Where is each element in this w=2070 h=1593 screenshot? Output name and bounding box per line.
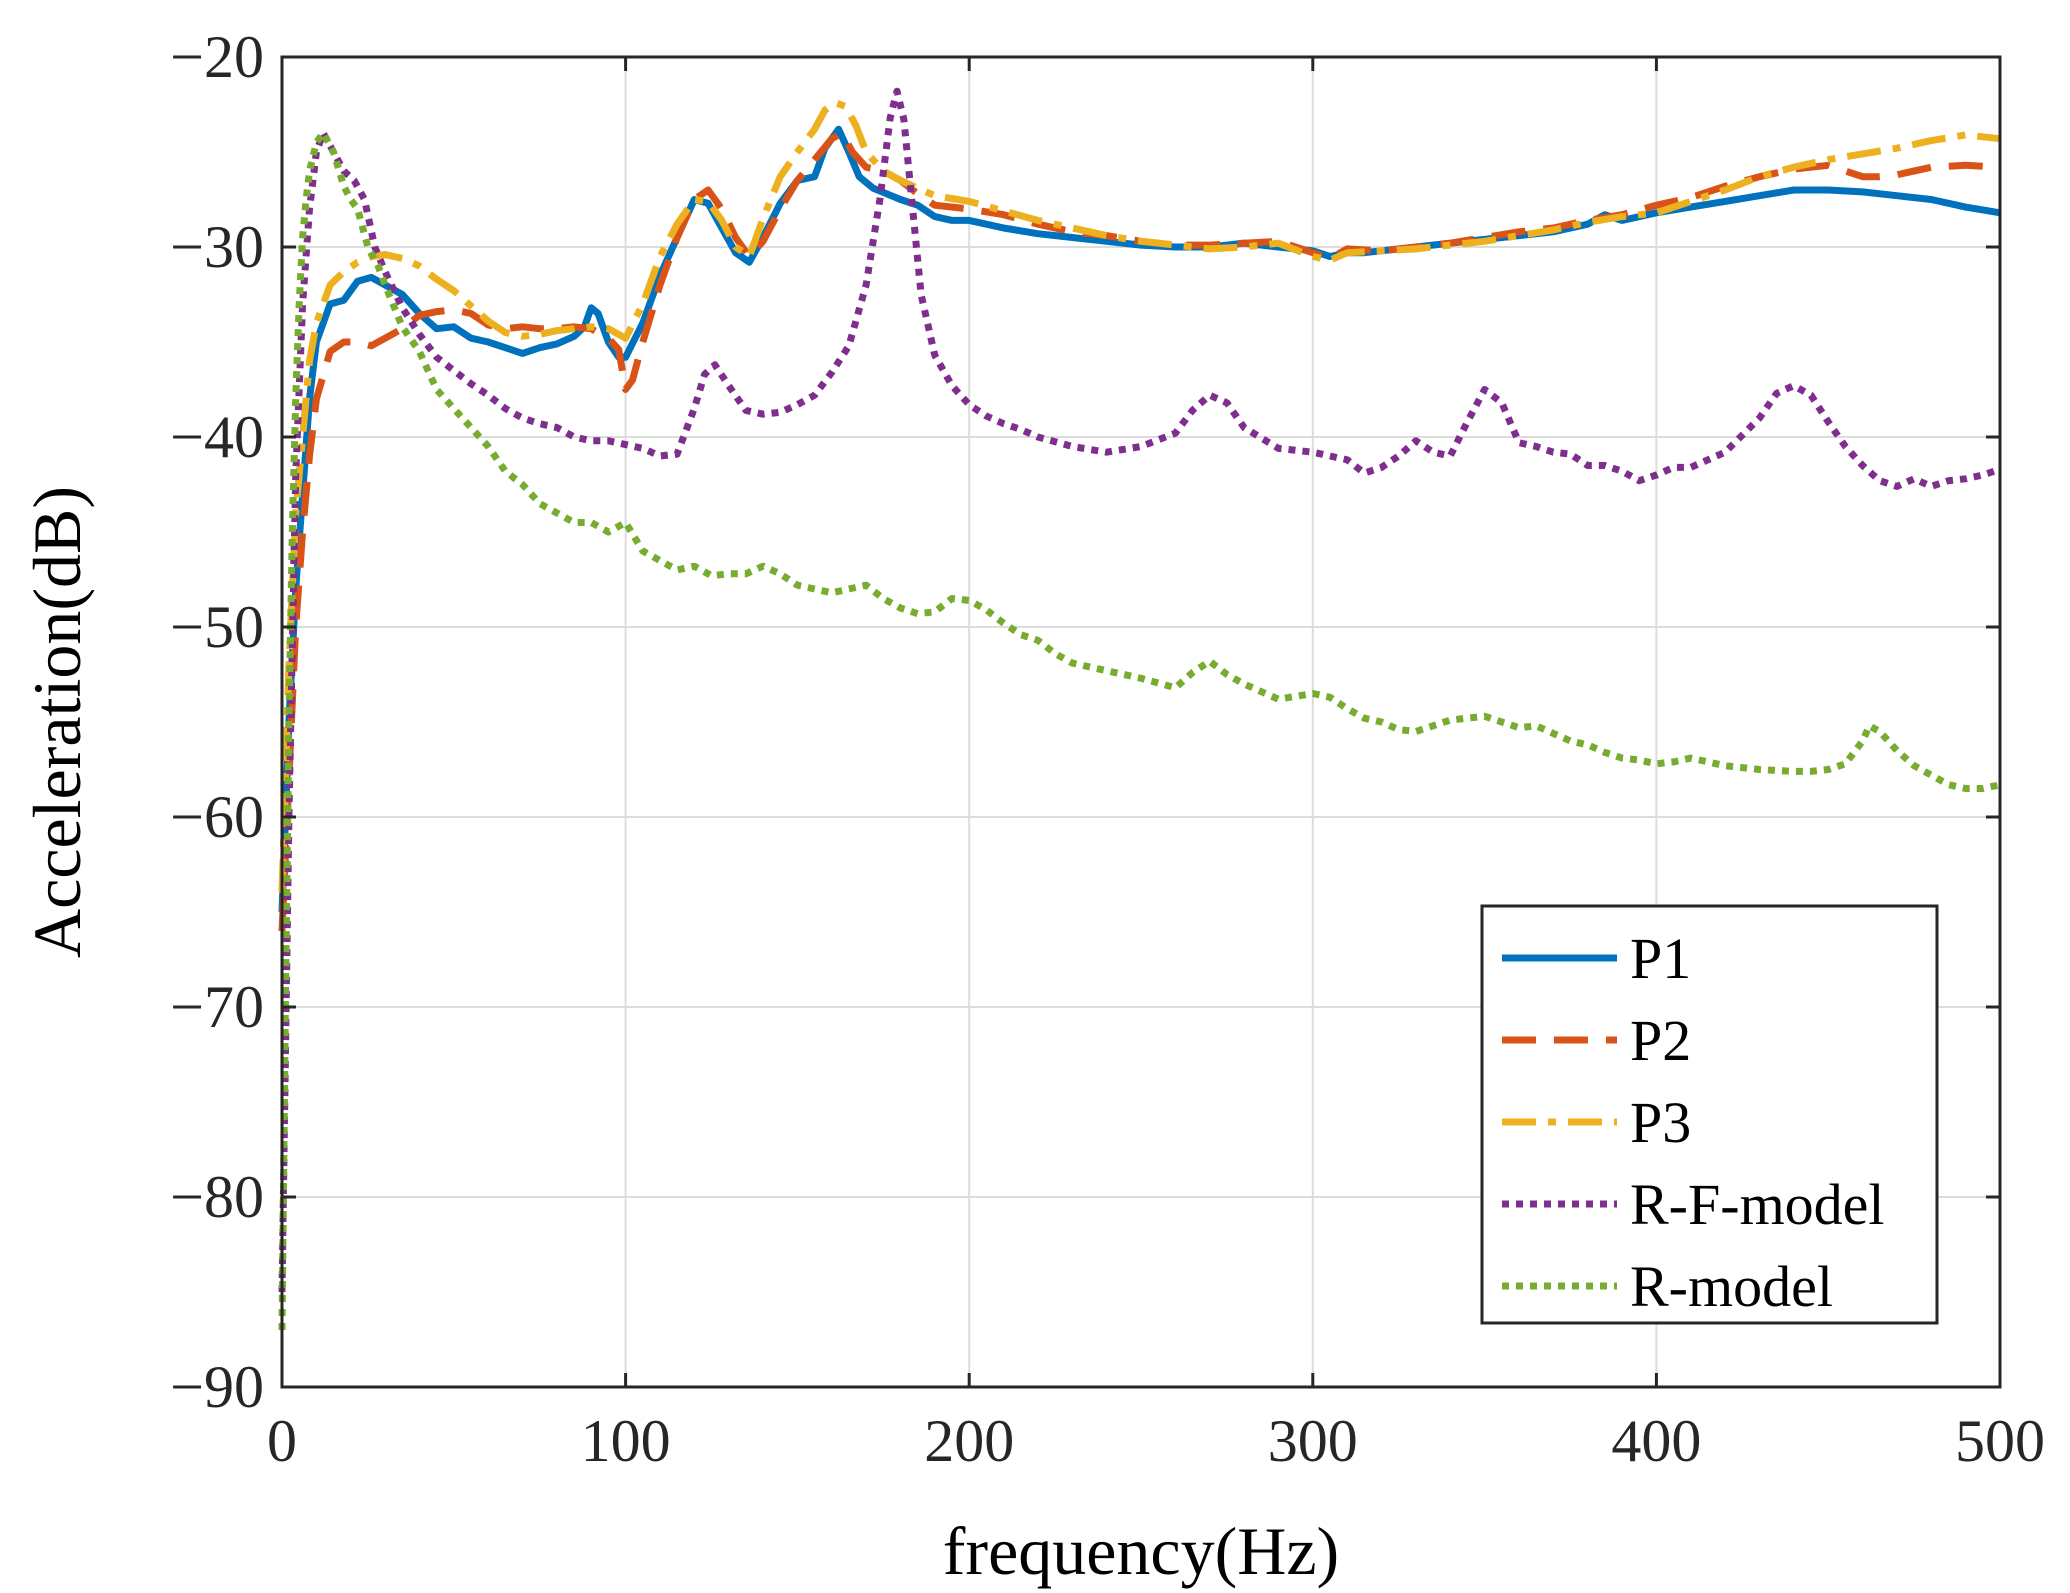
legend-label-r-model: R-model <box>1630 1254 1833 1319</box>
legend-label-r-f-model: R-F-model <box>1630 1172 1885 1237</box>
y-axis-label: Acceleration(dB) <box>19 486 95 958</box>
legend: P1 P2 P3 R-F-model R-model <box>1480 904 1939 1325</box>
series-line-p3 <box>278 99 2001 894</box>
x-tick-label: 300 <box>1268 1408 1358 1474</box>
y-tick-label: −40 <box>170 404 264 470</box>
legend-box <box>1480 904 1939 1325</box>
axis-ticks <box>280 55 2002 1389</box>
y-tick-label: −90 <box>170 1354 264 1420</box>
x-tick-label: 400 <box>1611 1408 1701 1474</box>
x-axis-label: frequency(Hz) <box>943 1513 1339 1589</box>
series-line-r-f-model <box>278 87 2002 1293</box>
legend-label-p3: P3 <box>1630 1090 1691 1155</box>
y-tick-label: −50 <box>170 594 264 660</box>
data-series <box>278 87 2002 1331</box>
legend-label-p2: P2 <box>1630 1008 1691 1073</box>
y-tick-label: −60 <box>170 784 264 850</box>
y-tick-label: −30 <box>170 214 264 280</box>
y-tick-labels: −90 −80 −70 −60 −50 −40 −30 −20 <box>170 24 264 1420</box>
x-tick-labels: 0 100 200 300 400 500 <box>267 1408 2045 1474</box>
x-tick-label: 0 <box>267 1408 297 1474</box>
x-tick-label: 500 <box>1955 1408 2045 1474</box>
y-tick-label: −20 <box>170 24 264 90</box>
x-tick-label: 200 <box>924 1408 1014 1474</box>
legend-label-p1: P1 <box>1630 926 1691 991</box>
x-tick-label: 100 <box>581 1408 671 1474</box>
axes-frame <box>280 55 2002 1389</box>
y-tick-label: −70 <box>170 974 264 1040</box>
y-tick-label: −80 <box>170 1164 264 1230</box>
